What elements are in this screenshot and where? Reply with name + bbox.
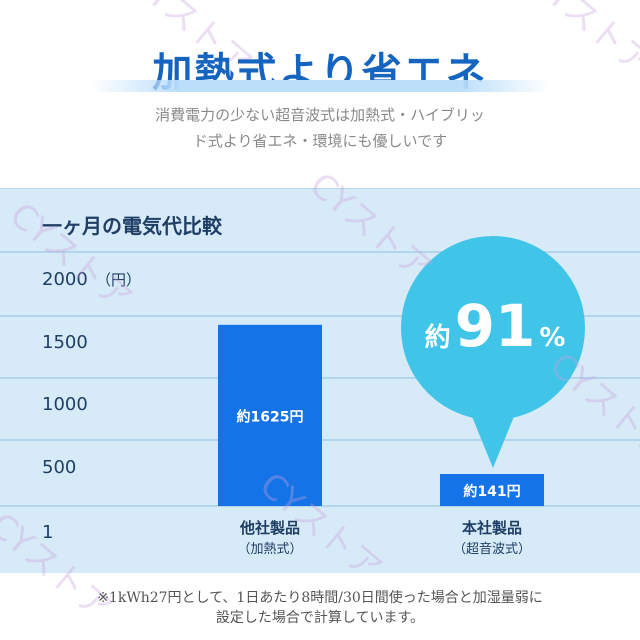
bar-data-label: 約1625円	[237, 408, 304, 425]
y-unit-label: （円）	[96, 271, 141, 289]
x-category-label: 本社製品	[462, 519, 522, 537]
y-tick-label: 500	[42, 457, 76, 478]
bar	[440, 474, 544, 506]
callout-suffix: %	[539, 323, 566, 353]
callout-bubble	[471, 414, 515, 468]
footnote-line: ※1kWh27円として、1日あたり8時間/30日間使った場合と加湿量弱に	[97, 590, 543, 606]
bar-data-label: 約141円	[463, 483, 520, 500]
x-category-label: 他社製品	[239, 519, 300, 537]
chart-title: 一ヶ月の電気代比較	[42, 214, 222, 238]
footnote: ※1kWh27円として、1日あたり8時間/30日間使った場合と加湿量弱に 設定し…	[0, 588, 640, 628]
x-category-label: （超音波式）	[453, 541, 531, 557]
callout-prefix: 約	[424, 323, 451, 353]
subtext-line: 消費電力の少ない超音波式は加熱式・ハイブリッ	[155, 106, 485, 124]
y-tick-label: 1000	[42, 394, 88, 415]
subtext: 消費電力の少ない超音波式は加熱式・ハイブリッ ド式より省エネ・環境にも優しいです	[0, 102, 640, 154]
callout-circle	[401, 236, 585, 420]
callout-text: 約 91 %	[405, 292, 585, 382]
x-category-label: （加熱式）	[237, 542, 302, 557]
subtext-line: ド式より省エネ・環境にも優しいです	[192, 132, 448, 150]
y-tick-label: 2000	[42, 269, 88, 290]
bar	[218, 324, 322, 506]
footnote-line: 設定した場合で計算しています。	[215, 610, 425, 626]
y-tick-label: 1	[42, 522, 53, 543]
y-tick-label: 1500	[42, 332, 88, 353]
callout-value: 91	[454, 292, 536, 360]
headline-underline	[90, 80, 550, 92]
